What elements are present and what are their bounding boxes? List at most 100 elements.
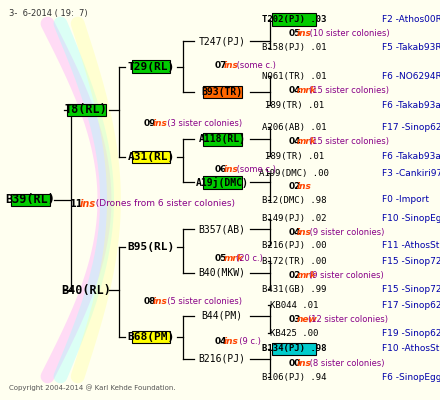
Text: B12(DMC) .98: B12(DMC) .98 [262, 196, 326, 204]
Text: A31(RL): A31(RL) [128, 152, 175, 162]
Text: (12 sister colonies): (12 sister colonies) [308, 315, 388, 324]
Text: B40(MKW): B40(MKW) [198, 268, 246, 278]
Text: mrk: mrk [224, 254, 244, 262]
Text: B149(PJ) .02: B149(PJ) .02 [262, 214, 326, 223]
Text: B158(PJ) .01: B158(PJ) .01 [262, 44, 326, 52]
Text: I89(TR) .01: I89(TR) .01 [264, 152, 324, 160]
Text: ins: ins [152, 298, 167, 306]
Text: T202(PJ) .03: T202(PJ) .03 [262, 15, 326, 24]
Text: B106(PJ) .94: B106(PJ) .94 [262, 373, 326, 382]
Text: (9 c.): (9 c.) [234, 338, 260, 346]
Text: NO61(TR) .01: NO61(TR) .01 [262, 72, 326, 81]
Text: 05: 05 [288, 29, 301, 38]
Text: B357(AB): B357(AB) [198, 224, 246, 234]
Text: 00: 00 [288, 358, 301, 368]
Text: (8 sister colonies): (8 sister colonies) [307, 358, 385, 368]
Text: F6 -SinopEgg86R: F6 -SinopEgg86R [382, 373, 440, 382]
Text: A19j(DMC): A19j(DMC) [196, 177, 249, 188]
Text: F0 -Import: F0 -Import [382, 196, 429, 204]
Text: F3 -Cankiri97Q: F3 -Cankiri97Q [382, 169, 440, 178]
Text: (Drones from 6 sister colonies): (Drones from 6 sister colonies) [90, 200, 235, 208]
Text: new: new [297, 315, 318, 324]
Text: 02: 02 [288, 271, 301, 280]
Text: ins: ins [224, 338, 239, 346]
Text: B93(TR): B93(TR) [202, 87, 243, 97]
Text: T247(PJ): T247(PJ) [198, 36, 246, 46]
Text: 04: 04 [215, 338, 227, 346]
Text: KB425 .00: KB425 .00 [270, 329, 319, 338]
Text: F5 -Takab93R: F5 -Takab93R [382, 44, 440, 52]
FancyBboxPatch shape [203, 176, 242, 189]
Text: 06: 06 [215, 164, 227, 174]
FancyBboxPatch shape [272, 14, 316, 26]
Text: F10 -SinopEgg86R: F10 -SinopEgg86R [382, 214, 440, 223]
Text: KB044 .01: KB044 .01 [270, 300, 319, 310]
Text: F17 -Sinop62R: F17 -Sinop62R [382, 300, 440, 310]
Text: (20 c.): (20 c.) [236, 254, 263, 262]
Text: A118(RL): A118(RL) [198, 134, 246, 144]
FancyBboxPatch shape [203, 133, 242, 146]
Text: ins: ins [224, 164, 239, 174]
Text: B95(RL): B95(RL) [128, 242, 175, 252]
Text: (15 sister colonies): (15 sister colonies) [309, 86, 389, 95]
Text: 09: 09 [143, 119, 156, 128]
Text: B134(PJ) .98: B134(PJ) .98 [262, 344, 326, 354]
Text: F6 -Takab93aR: F6 -Takab93aR [382, 152, 440, 160]
Text: 07: 07 [215, 62, 227, 70]
Text: A206(AB) .01: A206(AB) .01 [262, 122, 326, 132]
Text: F2 -Athos00R: F2 -Athos00R [382, 15, 440, 24]
Text: mrk: mrk [297, 271, 317, 280]
Text: 02: 02 [288, 182, 301, 191]
Text: (15 sister colonies): (15 sister colonies) [309, 137, 389, 146]
Text: A199(DMC) .00: A199(DMC) .00 [259, 169, 329, 178]
FancyBboxPatch shape [11, 194, 50, 206]
Text: 3-  6-2014 ( 19:  7): 3- 6-2014 ( 19: 7) [9, 9, 87, 18]
Text: F10 -AthosSt80R: F10 -AthosSt80R [382, 344, 440, 354]
Text: F19 -Sinop62R: F19 -Sinop62R [382, 329, 440, 338]
Text: 04: 04 [288, 228, 301, 237]
Text: Copyright 2004-2014 @ Karl Kehde Foundation.: Copyright 2004-2014 @ Karl Kehde Foundat… [9, 384, 175, 391]
Text: ins: ins [80, 199, 95, 209]
Text: ins: ins [152, 119, 167, 128]
Text: (some c.): (some c.) [234, 62, 276, 70]
Text: F6 -NO6294R: F6 -NO6294R [382, 72, 440, 81]
Text: ins: ins [224, 62, 239, 70]
Text: 04: 04 [288, 137, 301, 146]
Text: ins: ins [297, 228, 312, 237]
Text: T29(RL): T29(RL) [128, 62, 175, 72]
Text: 08: 08 [143, 298, 156, 306]
Text: (3 sister colonies): (3 sister colonies) [162, 119, 242, 128]
Text: I89(TR) .01: I89(TR) .01 [264, 101, 324, 110]
Text: B216(PJ) .00: B216(PJ) .00 [262, 241, 326, 250]
Text: 04: 04 [288, 86, 301, 95]
FancyBboxPatch shape [132, 60, 170, 73]
Text: F15 -Sinop72R: F15 -Sinop72R [382, 285, 440, 294]
Text: (9 sister colonies): (9 sister colonies) [309, 271, 384, 280]
Text: B39(RL): B39(RL) [5, 194, 55, 206]
Text: 03: 03 [288, 315, 301, 324]
FancyBboxPatch shape [132, 331, 170, 344]
Text: ins: ins [297, 182, 312, 191]
Text: ins: ins [297, 29, 312, 38]
Text: 05: 05 [215, 254, 227, 262]
FancyBboxPatch shape [203, 86, 242, 98]
Text: T8(RL): T8(RL) [65, 103, 108, 116]
FancyBboxPatch shape [132, 151, 170, 163]
Text: B68(PM): B68(PM) [128, 332, 175, 342]
Text: B44(PM): B44(PM) [202, 311, 243, 321]
Text: 11: 11 [70, 199, 84, 209]
Text: F6 -Takab93aR: F6 -Takab93aR [382, 101, 440, 110]
Text: F15 -Sinop72R: F15 -Sinop72R [382, 257, 440, 266]
FancyBboxPatch shape [67, 104, 106, 116]
Text: (some c.): (some c.) [234, 164, 276, 174]
Text: F11 -AthosSt80R: F11 -AthosSt80R [382, 241, 440, 250]
Text: (10 sister colonies): (10 sister colonies) [307, 29, 390, 38]
Text: mrk: mrk [297, 137, 317, 146]
Text: B40(RL): B40(RL) [62, 284, 111, 297]
Text: mrk: mrk [297, 86, 317, 95]
Text: B431(GB) .99: B431(GB) .99 [262, 285, 326, 294]
Text: (5 sister colonies): (5 sister colonies) [162, 298, 242, 306]
Text: B216(PJ): B216(PJ) [198, 354, 246, 364]
FancyBboxPatch shape [272, 343, 316, 355]
Text: B172(TR) .00: B172(TR) .00 [262, 257, 326, 266]
